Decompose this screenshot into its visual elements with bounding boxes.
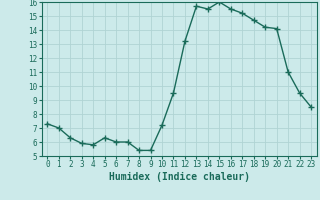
X-axis label: Humidex (Indice chaleur): Humidex (Indice chaleur)	[109, 172, 250, 182]
